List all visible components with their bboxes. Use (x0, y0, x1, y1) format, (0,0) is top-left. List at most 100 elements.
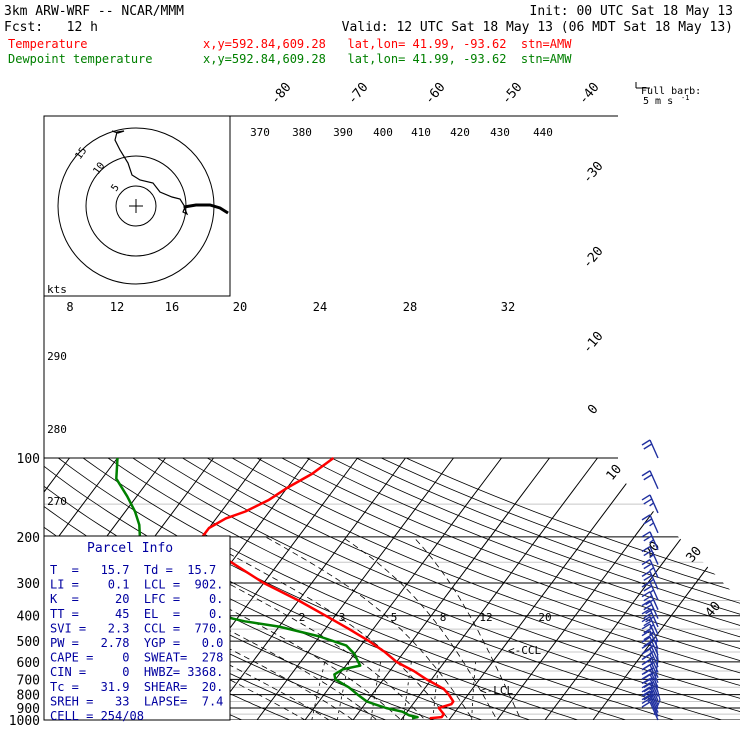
moist-adiabat (44, 536, 362, 720)
wind-barb (641, 514, 659, 534)
wind-barb (641, 570, 659, 590)
parcel-info-row: SREH = 33 LAPSE= 7.4 (50, 694, 223, 708)
wind-barb (641, 608, 659, 628)
isotherm-line (496, 457, 694, 720)
isotherm-line (448, 457, 646, 720)
dry-adiabat (405, 457, 740, 720)
isotherm-line (352, 457, 550, 720)
moist-adiabat (341, 536, 501, 720)
pressure-label: 900 (17, 702, 40, 717)
isotherm-line (592, 457, 740, 720)
isotherm-label: -10 (580, 329, 607, 357)
isotherm-line (44, 457, 118, 720)
barb-legend-line2: 5 m s (643, 96, 673, 107)
legend-temperature-location: x,y=592.84,609.28 lat,lon= 41.99, -93.62… (203, 37, 572, 51)
parcel-info-box: Parcel Info T = 15.7 Td = 15.7LI = 0.1 L… (43, 535, 231, 723)
dry-adiabat (306, 457, 740, 720)
pressure-label: 800 (17, 689, 40, 704)
legend-dewpoint-location: x,y=592.84,609.28 lat,lon= 41.99, -93.62… (203, 52, 572, 66)
moist-adiabat (265, 536, 477, 720)
wind-barb (641, 494, 659, 514)
isotherm-label: 10 (604, 462, 626, 484)
mixing-ratio-line (370, 661, 381, 720)
mixing-ratio-label: 2 (299, 611, 306, 624)
theta-labels: 370 380 390 400 410 420 430 440 290 280 270 (47, 126, 553, 508)
moist-adiabat (413, 536, 524, 720)
theta-label: 380 (292, 126, 312, 139)
theta-label: 370 (250, 126, 270, 139)
theta-label: 270 (47, 495, 67, 508)
wind-barb (641, 545, 659, 565)
barb-legend-unit: -1 (681, 94, 689, 102)
wind-barb (641, 701, 659, 721)
isotherm-line (208, 457, 406, 720)
hodo-speed-tick: 20 (233, 300, 247, 314)
dry-adiabat (207, 457, 740, 720)
mixing-ratio-line (336, 661, 350, 720)
parcel-info-row: T = 15.7 Td = 15.7 (50, 563, 216, 577)
parcel-info-row: SVI = 2.3 CCL = 770. (50, 621, 223, 635)
dry-adiabat (107, 457, 740, 720)
isotherm-label: -20 (580, 244, 607, 272)
dry-adiabat (281, 457, 740, 720)
pressure-label: 100 (17, 452, 40, 467)
dry-adiabat (82, 457, 693, 720)
mixing-ratio-line (471, 661, 476, 720)
theta-label: 430 (490, 126, 510, 139)
theta-label: 420 (450, 126, 470, 139)
hodo-ring-label-5: 5 (109, 182, 121, 193)
isotherm-label: -50 (499, 80, 526, 108)
isotherm-label: -60 (422, 80, 449, 108)
dry-adiabat (256, 457, 740, 720)
isotherm-label: -70 (345, 80, 372, 108)
wind-trace (653, 639, 661, 716)
wind-barb (641, 581, 659, 601)
pressure-label: 1000 (9, 714, 40, 729)
hodo-speed-tick: 8 (66, 300, 73, 314)
mixing-ratio-label: 3 (339, 611, 346, 624)
dry-adiabat (157, 457, 740, 720)
theta-label: 410 (411, 126, 431, 139)
pressure-label: 400 (17, 610, 40, 625)
wind-barb (641, 686, 659, 706)
isotherm-label: 40 (703, 599, 725, 621)
parcel-info-row: K = 20 LFC = 0. (50, 592, 223, 606)
hodo-speed-tick: 12 (110, 300, 124, 314)
parcel-info-row: CIN = 0 HWBZ= 3368. (50, 665, 223, 679)
isotherm-line (304, 457, 502, 720)
wind-barb (641, 470, 659, 490)
legend-dewpoint: Dewpoint temperature (8, 52, 153, 66)
parcel-info-row: PW = 2.78 YGP = 0.0 (50, 636, 223, 650)
theta-label: 440 (533, 126, 553, 139)
isotherm-label: -40 (576, 80, 603, 108)
isotherm-line (544, 457, 740, 720)
mixing-ratio-line (432, 661, 440, 720)
wind-barb (641, 531, 659, 551)
init-time: Init: 00 UTC Sat 18 May 13 (530, 4, 734, 19)
parcel-info-row: LI = 0.1 LCL = 902. (50, 578, 223, 592)
dry-adiabat (132, 457, 740, 720)
isotherm-label: -80 (268, 80, 295, 108)
isotherm-line (256, 457, 454, 720)
pressure-label: 500 (17, 635, 40, 650)
hodo-speed-tick: 28 (403, 300, 417, 314)
dry-adiabat (356, 457, 740, 720)
wind-barb (641, 559, 659, 578)
dry-adiabat (381, 457, 740, 720)
hodograph: 5 10 15 kts (43, 115, 231, 297)
isotherm-label: -30 (580, 159, 607, 187)
pressure-label: 200 (17, 531, 40, 546)
valid-time: Valid: 12 UTC Sat 18 May 13 (06 MDT Sat … (342, 20, 733, 35)
wind-barb (641, 591, 659, 610)
mixing-ratio-label: 5 (391, 611, 398, 624)
temperature-profile (201, 456, 455, 720)
isotherm-line (400, 457, 598, 720)
mixing-ratio-labels: 2 3 5 8 12 20 (299, 611, 552, 624)
pressure-label: 700 (17, 673, 40, 688)
mixing-ratio-label: 8 (440, 611, 447, 624)
pressure-label: 600 (17, 656, 40, 671)
dry-adiabat (232, 457, 740, 720)
model-title: 3km ARW-WRF -- NCAR/MMM (4, 4, 184, 19)
